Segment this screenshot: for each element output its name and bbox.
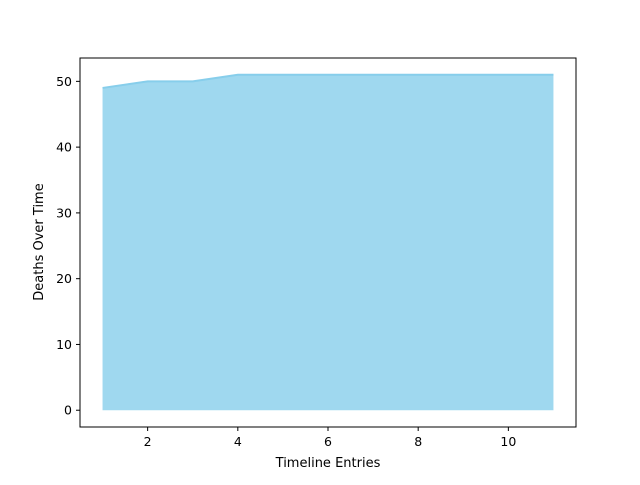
y-axis: 0 10 20 30 40 50 <box>56 74 80 418</box>
area-fill <box>102 74 554 411</box>
y-axis-label: Deaths Over Time <box>32 183 47 300</box>
y-tick-label: 30 <box>56 205 72 220</box>
series-line <box>102 73 554 89</box>
x-tick-label: 4 <box>234 434 242 449</box>
x-tick-label: 8 <box>414 434 422 449</box>
x-tick-label: 10 <box>500 434 516 449</box>
x-tick-label: 6 <box>324 434 332 449</box>
y-tick-label: 50 <box>56 74 72 89</box>
y-tick-label: 40 <box>56 140 72 155</box>
x-tick-label: 2 <box>144 434 152 449</box>
x-axis-label: Timeline Entries <box>275 456 381 471</box>
y-tick-label: 20 <box>56 271 72 286</box>
plot-area <box>102 73 554 411</box>
y-tick-label: 10 <box>56 337 72 352</box>
x-axis: 2 4 6 8 10 <box>144 427 516 449</box>
y-tick-label: 0 <box>64 403 72 418</box>
